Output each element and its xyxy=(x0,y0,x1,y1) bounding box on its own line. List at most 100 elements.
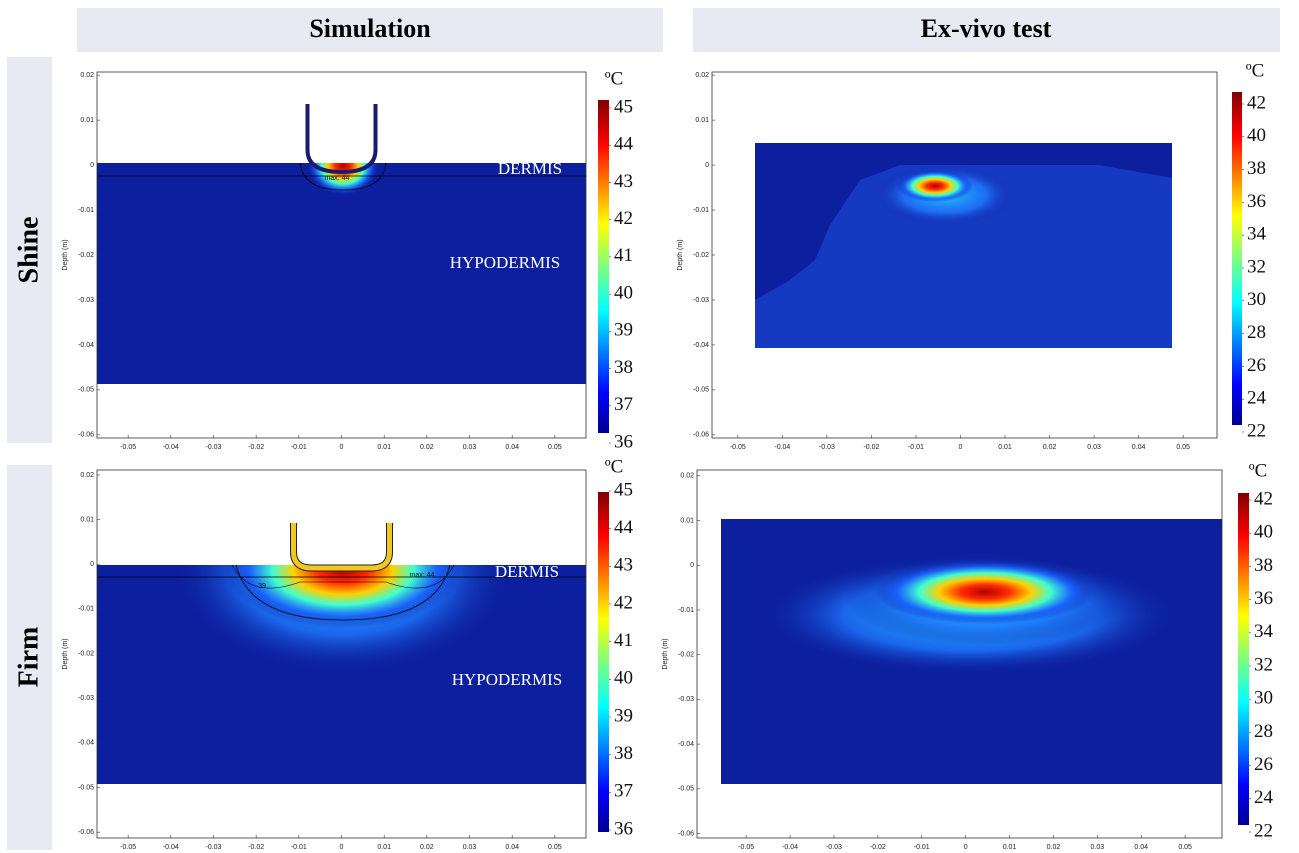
y-tick-label: -0.05 xyxy=(678,786,694,793)
header-box xyxy=(77,8,663,52)
x-tick-label: -0.03 xyxy=(206,444,222,451)
y-tick-label: 0.01 xyxy=(680,517,694,524)
annotation: HYPODERMIS xyxy=(450,253,561,272)
colorbar-tick-label: 37 xyxy=(614,394,633,415)
heatmap-field xyxy=(755,165,1172,348)
colorbar-unit: ºC xyxy=(1249,460,1268,481)
annotation: DERMIS xyxy=(495,562,559,581)
x-tick-label: 0.02 xyxy=(1043,444,1057,451)
y-tick-label: -0.06 xyxy=(78,829,94,836)
x-tick-label: -0.01 xyxy=(914,844,930,851)
row-label: Shine xyxy=(13,217,44,284)
probe xyxy=(290,523,393,572)
colorbar-tick-label: 45 xyxy=(614,479,633,500)
x-tick-label: -0.03 xyxy=(206,844,222,851)
y-tick-label: -0.02 xyxy=(693,252,709,259)
y-tick-label: -0.03 xyxy=(78,297,94,304)
x-tick-label: -0.05 xyxy=(120,444,136,451)
y-tick-label: -0.01 xyxy=(693,207,709,214)
y-tick-label: 0.02 xyxy=(80,472,94,479)
x-tick-label: -0.01 xyxy=(291,444,307,451)
colorbar-tick-label: 40 xyxy=(1254,522,1273,543)
x-tick-label: 0.01 xyxy=(377,844,391,851)
colorbar-tick-label: 39 xyxy=(614,705,633,726)
x-tick-label: -0.02 xyxy=(248,444,264,451)
colorbar xyxy=(598,100,609,433)
y-axis-label: Depth (m) xyxy=(62,239,69,270)
x-tick-label: -0.02 xyxy=(863,444,879,451)
y-tick-label: 0.01 xyxy=(80,117,94,124)
y-tick-label: -0.03 xyxy=(78,695,94,702)
x-tick-label: 0.04 xyxy=(1132,444,1146,451)
y-axis-label: Depth (m) xyxy=(62,638,69,669)
colorbar-tick-label: 36 xyxy=(1247,191,1266,212)
colorbar xyxy=(1232,92,1242,425)
probe xyxy=(291,523,392,571)
y-tick-label: -0.05 xyxy=(693,387,709,394)
x-tick-label: 0.05 xyxy=(1178,844,1192,851)
colorbar-tick-label: 26 xyxy=(1247,355,1266,376)
x-tick-label: -0.05 xyxy=(120,844,136,851)
colorbar-tick-label: 41 xyxy=(614,630,633,651)
row-box xyxy=(7,57,52,443)
y-tick-label: 0.01 xyxy=(80,516,94,523)
y-tick-label: -0.04 xyxy=(78,740,94,747)
x-tick-label: 0.04 xyxy=(505,444,519,451)
y-tick-label: 0.02 xyxy=(80,72,94,79)
y-tick-label: -0.03 xyxy=(693,297,709,304)
x-tick-label: 0 xyxy=(340,844,344,851)
y-tick-label: -0.01 xyxy=(678,607,694,614)
x-tick-label: 0.04 xyxy=(1134,844,1148,851)
row-box xyxy=(7,465,52,850)
x-tick-label: 0.04 xyxy=(505,844,519,851)
x-tick-label: 0 xyxy=(340,444,344,451)
column-header: Ex-vivo test xyxy=(921,14,1052,43)
heatmap-domain xyxy=(97,163,586,384)
colorbar-tick-label: 28 xyxy=(1254,721,1273,742)
heatmap-field xyxy=(760,555,1180,675)
colorbar-tick-label: 42 xyxy=(1254,488,1273,509)
colorbar-unit: ºC xyxy=(605,68,624,89)
x-tick-label: -0.03 xyxy=(819,444,835,451)
heatmap-field xyxy=(173,565,513,675)
x-tick-label: 0.05 xyxy=(548,844,562,851)
annotation: DERMIS xyxy=(498,159,562,178)
axes-frame xyxy=(696,469,1223,839)
colorbar-tick-label: 43 xyxy=(614,555,633,576)
colorbar-tick-label: 43 xyxy=(614,171,633,192)
colorbar-tick-label: 26 xyxy=(1254,754,1273,775)
y-tick-label: -0.02 xyxy=(78,252,94,259)
y-tick-label: -0.01 xyxy=(78,207,94,214)
colorbar-tick-label: 42 xyxy=(614,208,633,229)
colorbar-tick-label: 34 xyxy=(1254,621,1274,642)
y-tick-label: 0 xyxy=(705,162,709,169)
x-tick-label: -0.01 xyxy=(291,844,307,851)
annotation: max: 44 xyxy=(325,175,350,182)
colorbar-tick-label: 24 xyxy=(1254,787,1274,808)
colorbar-tick-label: 42 xyxy=(614,592,633,613)
x-tick-label: 0.03 xyxy=(463,844,477,851)
column-header: Simulation xyxy=(309,14,431,43)
annotation: max: 44 xyxy=(410,572,435,579)
colorbar-tick-label: 38 xyxy=(1254,555,1273,576)
x-tick-label: -0.04 xyxy=(774,444,790,451)
x-tick-label: 0 xyxy=(959,444,963,451)
colorbar-tick-label: 41 xyxy=(614,245,633,266)
y-tick-label: -0.05 xyxy=(78,387,94,394)
colorbar-tick-label: 38 xyxy=(614,357,633,378)
y-tick-label: -0.04 xyxy=(693,342,709,349)
colorbar-tick-label: 42 xyxy=(1247,92,1266,113)
colorbar-tick-label: 37 xyxy=(614,781,633,802)
y-tick-label: -0.03 xyxy=(678,696,694,703)
y-tick-label: -0.02 xyxy=(678,652,694,659)
colorbar-tick-label: 24 xyxy=(1247,388,1267,409)
x-tick-label: -0.04 xyxy=(163,444,179,451)
x-tick-label: 0.02 xyxy=(420,444,434,451)
y-tick-label: -0.04 xyxy=(678,741,694,748)
y-tick-label: -0.04 xyxy=(78,342,94,349)
colorbar-tick-label: 28 xyxy=(1247,322,1266,343)
y-axis-label: Depth (m) xyxy=(677,239,684,270)
colorbar-tick-label: 32 xyxy=(1254,654,1273,675)
contour xyxy=(231,565,455,589)
